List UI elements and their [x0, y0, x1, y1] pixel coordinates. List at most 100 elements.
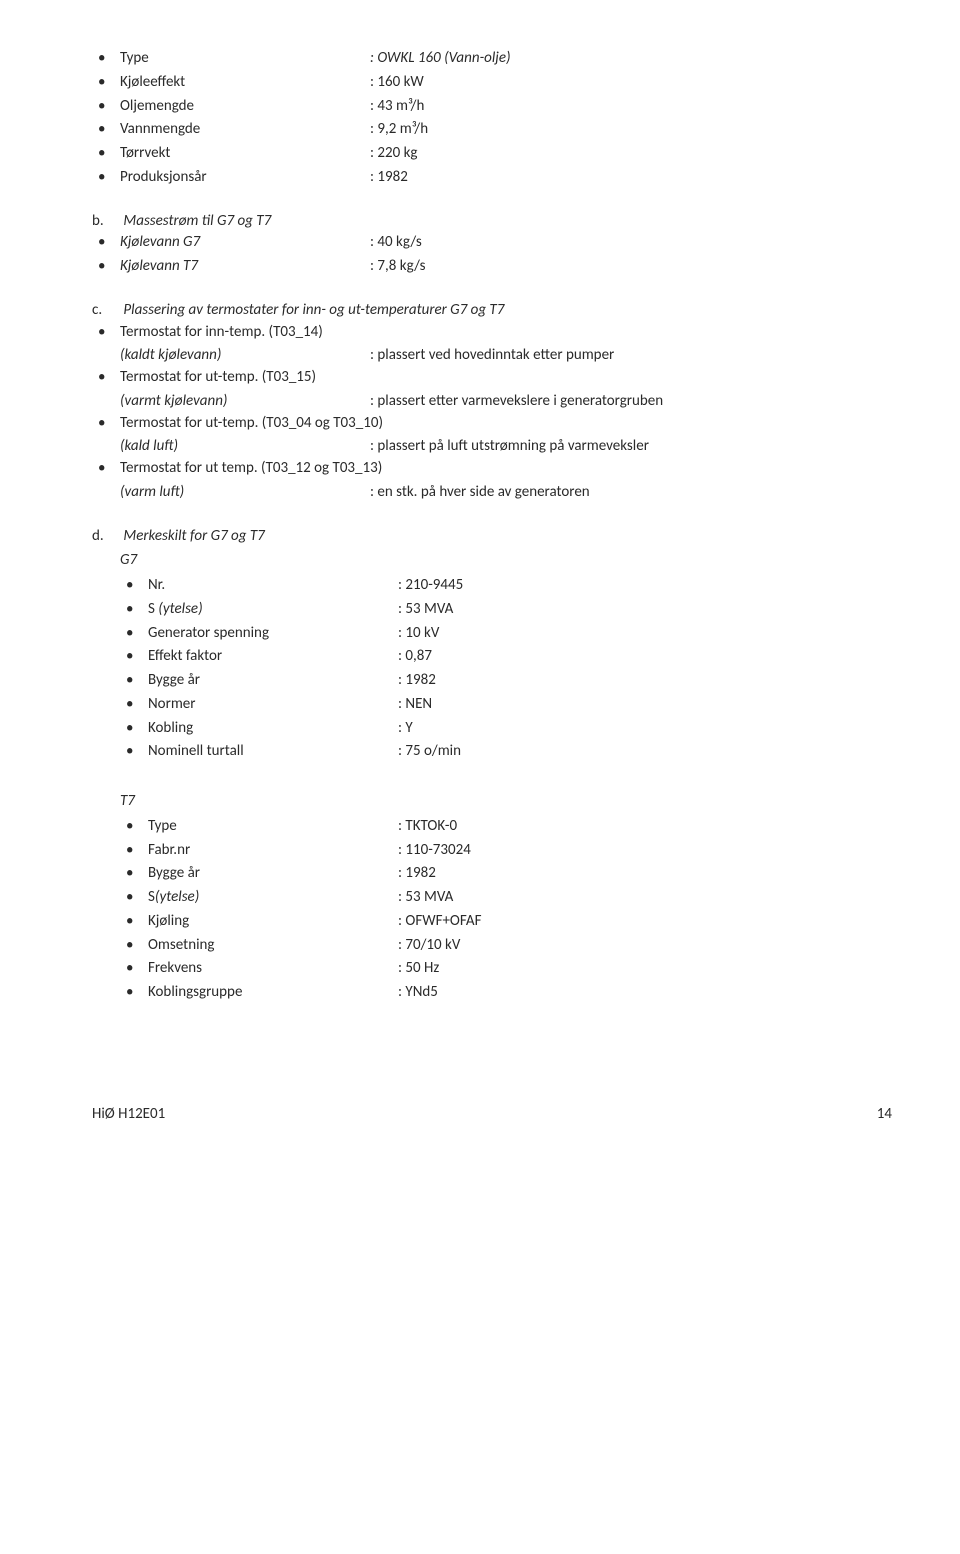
spec-row: S (ytelse): 53 MVA: [120, 599, 892, 621]
thermostat-desc: : plassert på luft utstrømning på varmev…: [370, 436, 649, 458]
spec-row: Koblingsgruppe: YNd5: [120, 982, 892, 1004]
spec-label: S (ytelse): [148, 599, 398, 621]
spec-label: Kjølevann T7: [120, 256, 370, 278]
spec-value: : 43 m³/h: [370, 96, 424, 118]
spec-label: Generator spenning: [148, 623, 398, 645]
spec-row: Kjøleeffekt : 160 kW: [92, 72, 892, 94]
spec-row: Effekt faktor: 0,87: [120, 646, 892, 668]
page-number: 14: [877, 1104, 892, 1126]
spec-row: Oljemengde : 43 m³/h: [92, 96, 892, 118]
spec-label: Frekvens: [148, 958, 398, 980]
section-title: b. Massestrøm til G7 og T7: [92, 211, 892, 233]
section-letter: b.: [92, 211, 120, 233]
spec-row: Normer: NEN: [120, 694, 892, 716]
footer-left: HiØ H12E01: [92, 1104, 165, 1126]
spec-value: : 9,2 m³/h: [370, 119, 428, 141]
section-d: d. Merkeskilt for G7 og T7 G7 Nr.: 210-9…: [92, 526, 892, 1004]
section-b-list: Kjølevann G7 : 40 kg/s Kjølevann T7 : 7,…: [92, 232, 892, 278]
spec-value: : 160 kW: [370, 72, 424, 94]
spec-label: Tørrvekt: [120, 143, 370, 165]
thermostat-label: Termostat for ut temp. (T03_12 og T03_13…: [120, 459, 382, 477]
spec-row: Tørrvekt : 220 kg: [92, 143, 892, 165]
thermostat-sublabel: (kaldt kjølevann): [120, 345, 370, 367]
spec-row: Nominell turtall: 75 o/min: [120, 741, 892, 763]
thermostat-detail: (varm luft) : en stk. på hver side av ge…: [92, 482, 892, 504]
section-title-text: Massestrøm til G7 og T7: [123, 212, 271, 230]
spec-row: Kjølevann T7 : 7,8 kg/s: [92, 256, 892, 278]
thermostat-row: Termostat for inn-temp. (T03_14): [92, 322, 892, 344]
g7-heading: G7: [92, 550, 892, 572]
spec-label: Normer: [148, 694, 398, 716]
spec-row: Kjølevann G7 : 40 kg/s: [92, 232, 892, 254]
spec-value: : 1982: [398, 670, 436, 692]
page-footer: HiØ H12E01 14: [92, 1104, 892, 1126]
spec-row: Frekvens: 50 Hz: [120, 958, 892, 980]
spec-label: Nr.: [148, 575, 398, 597]
thermostat-row: Termostat for ut-temp. (T03_04 og T03_10…: [92, 413, 892, 435]
thermostat-detail: (kald luft) : plassert på luft utstrømni…: [92, 436, 892, 458]
section-title: d. Merkeskilt for G7 og T7: [92, 526, 892, 548]
spec-label: S(ytelse): [148, 887, 398, 909]
spec-row: Produksjonsår : 1982: [92, 167, 892, 189]
spec-label: Oljemengde: [120, 96, 370, 118]
thermostat-detail: (varmt kjølevann) : plassert etter varme…: [92, 391, 892, 413]
spec-label: Kjøling: [148, 911, 398, 933]
spec-value: : 1982: [398, 863, 436, 885]
spec-value: : 1982: [370, 167, 408, 189]
spec-row: Omsetning: 70/10 kV: [120, 935, 892, 957]
section-letter: c.: [92, 300, 120, 322]
section-c-list: Termostat for inn-temp. (T03_14) (kaldt …: [92, 322, 892, 504]
t7-list: Type: TKTOK-0 Fabr.nr: 110-73024 Bygge å…: [92, 816, 892, 1004]
spec-label: Produksjonsår: [120, 167, 370, 189]
thermostat-label: Termostat for ut-temp. (T03_04 og T03_10…: [120, 414, 383, 432]
spec-value: : 53 MVA: [398, 887, 453, 909]
thermostat-desc: : plassert etter varmevekslere i generat…: [370, 391, 663, 413]
spec-value: : 220 kg: [370, 143, 417, 165]
spec-value: : 40 kg/s: [370, 232, 422, 254]
spec-value: : NEN: [398, 694, 432, 716]
g7-list: Nr.: 210-9445 S (ytelse): 53 MVA Generat…: [92, 575, 892, 763]
spec-label: Type: [120, 48, 370, 70]
spec-value: : 53 MVA: [398, 599, 453, 621]
spec-value: : 0,87: [398, 646, 432, 668]
top-spec-list: Type : OWKL 160 (Vann-olje) Kjøleeffekt …: [92, 48, 892, 189]
thermostat-row: Termostat for ut temp. (T03_12 og T03_13…: [92, 458, 892, 480]
thermostat-desc: : plassert ved hovedinntak etter pumper: [370, 345, 614, 367]
spec-label: Omsetning: [148, 935, 398, 957]
spec-label: Fabr.nr: [148, 840, 398, 862]
thermostat-sublabel: (varm luft): [120, 482, 370, 504]
spec-label: Effekt faktor: [148, 646, 398, 668]
spec-value: : 70/10 kV: [398, 935, 460, 957]
spec-row: Generator spenning: 10 kV: [120, 623, 892, 645]
spec-label: Type: [148, 816, 398, 838]
thermostat-sublabel: (kald luft): [120, 436, 370, 458]
thermostat-sublabel: (varmt kjølevann): [120, 391, 370, 413]
spec-label: Bygge år: [148, 863, 398, 885]
thermostat-desc: : en stk. på hver side av generatoren: [370, 482, 590, 504]
thermostat-label: Termostat for ut-temp. (T03_15): [120, 368, 316, 386]
spec-label: Bygge år: [148, 670, 398, 692]
spec-label: Kjøleeffekt: [120, 72, 370, 94]
spec-row: Kobling: Y: [120, 718, 892, 740]
spec-row: Nr.: 210-9445: [120, 575, 892, 597]
spec-value: : 110-73024: [398, 840, 471, 862]
spec-label: Vannmengde: [120, 119, 370, 141]
spec-value: : 50 Hz: [398, 958, 439, 980]
spec-row: Bygge år: 1982: [120, 863, 892, 885]
spec-row: Type: TKTOK-0: [120, 816, 892, 838]
thermostat-row: Termostat for ut-temp. (T03_15): [92, 367, 892, 389]
section-title-text: Plassering av termostater for inn- og ut…: [123, 301, 504, 319]
spec-value: : OFWF+OFAF: [398, 911, 482, 933]
spec-value: : 10 kV: [398, 623, 439, 645]
spec-label: Nominell turtall: [148, 741, 398, 763]
spec-row: S(ytelse): 53 MVA: [120, 887, 892, 909]
section-c: c. Plassering av termostater for inn- og…: [92, 300, 892, 504]
spec-row: Fabr.nr: 110-73024: [120, 840, 892, 862]
spec-row: Kjøling: OFWF+OFAF: [120, 911, 892, 933]
spec-label: Koblingsgruppe: [148, 982, 398, 1004]
thermostat-label: Termostat for inn-temp. (T03_14): [120, 323, 323, 341]
section-title-text: Merkeskilt for G7 og T7: [123, 527, 264, 545]
section-b: b. Massestrøm til G7 og T7 Kjølevann G7 …: [92, 211, 892, 278]
spec-value: : TKTOK-0: [398, 816, 457, 838]
spec-value: : YNd5: [398, 982, 438, 1004]
